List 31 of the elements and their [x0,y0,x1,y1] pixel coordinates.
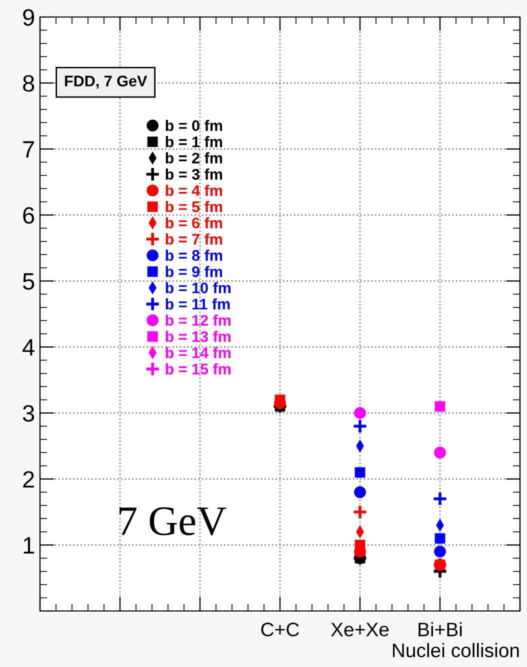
x-tick-label: Xe+Xe [330,622,389,636]
y-tick-label: 3 [22,405,34,422]
legend-label: b = 1 fm [166,136,222,148]
x-tick-label: Bi+Bi [418,622,462,636]
legend-label: b = 6 fm [166,217,222,228]
y-tick-label: 4 [22,339,34,356]
legend-label: b = 3 fm [166,168,222,180]
legend-label: b = 9 fm [166,266,222,278]
legend-label: b = 14 fm [166,347,231,358]
y-tick-label: 1 [24,537,34,554]
y-tick-label: 5 [22,273,34,290]
legend-label: b = 8 fm [166,250,222,261]
x-axis-title: Nuclei collision [392,643,519,658]
legend-label: b = 12 fm [166,314,231,326]
y-tick-label: 9 [23,9,34,26]
legend-label: b = 2 fm [166,152,222,164]
legend-label: b = 15 fm [166,363,231,374]
legend-label: b = 4 fm [166,184,222,196]
legend-label: b = 5 fm [166,200,222,212]
legend-label: b = 10 fm [166,282,231,294]
y-tick-label: 6 [23,207,34,224]
legend-label: b = 13 fm [166,330,231,342]
legend-label: b = 11 fm [166,298,230,310]
y-tick-label: 8 [23,75,34,92]
y-tick-label: 2 [23,471,34,488]
legend-label: b = 0 fm [166,120,222,132]
x-tick-label: C+C [261,622,299,636]
y-tick-label: 7 [23,141,34,158]
annotation: 7 GeV [120,507,226,536]
annotation: FDD, 7 GeV [65,76,148,89]
legend-label: b = 7 fm [166,233,222,245]
